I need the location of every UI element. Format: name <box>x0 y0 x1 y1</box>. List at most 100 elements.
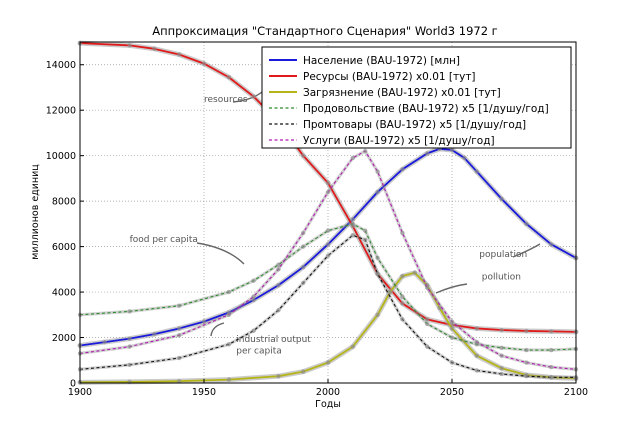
data-point <box>449 147 455 153</box>
annotation-label: population <box>479 250 527 260</box>
data-point <box>350 344 355 349</box>
y-tick-label: 8000 <box>52 197 76 208</box>
data-point <box>127 344 132 349</box>
data-point <box>363 228 368 233</box>
data-point <box>251 94 256 99</box>
data-point <box>474 326 479 331</box>
data-point <box>499 345 504 350</box>
data-point <box>127 336 132 341</box>
legend-label: Продовольствие (BAU-1972) x5 [1/душу/год… <box>303 103 549 115</box>
y-tick-label: 2000 <box>52 333 76 344</box>
data-point <box>251 328 256 333</box>
data-point <box>127 43 132 48</box>
data-point <box>350 233 355 238</box>
annotation-arrow <box>512 243 541 258</box>
y-tick-label: 0 <box>70 379 76 390</box>
x-tick-label: 2050 <box>440 387 464 398</box>
data-point <box>499 196 504 202</box>
data-point <box>363 148 368 154</box>
data-point <box>524 347 529 353</box>
data-point <box>301 153 306 158</box>
data-point <box>177 378 182 384</box>
data-point <box>549 375 554 380</box>
x-tick-label: 1950 <box>192 387 216 398</box>
y-tick-label: 4000 <box>52 288 76 299</box>
chart-title: Аппроксимация "Стандартного Сценария" Wo… <box>152 24 497 38</box>
data-point <box>499 353 504 358</box>
data-point <box>350 155 355 161</box>
data-point <box>375 169 380 174</box>
annotation-arrow <box>435 283 468 294</box>
data-point <box>325 242 331 247</box>
data-point <box>226 377 231 382</box>
data-point <box>524 328 529 334</box>
data-point <box>301 244 306 249</box>
data-point <box>474 339 479 345</box>
data-point <box>301 264 306 270</box>
data-point <box>524 360 529 365</box>
data-point <box>226 312 231 317</box>
x-tick-label: 2000 <box>316 387 340 398</box>
data-point <box>177 355 182 361</box>
series-line <box>79 271 577 384</box>
data-point <box>152 331 157 337</box>
data-point <box>499 366 504 371</box>
data-point <box>177 326 182 331</box>
data-point <box>549 364 554 370</box>
data-point <box>325 228 331 233</box>
data-point <box>400 230 405 236</box>
data-point <box>425 344 430 349</box>
legend-label: Население (BAU-1972) [млн] <box>303 55 460 67</box>
y-tick-label: 6000 <box>52 242 76 253</box>
legend: Население (BAU-1972) [млн] Ресурсы (BAU-1… <box>261 46 572 149</box>
data-point <box>425 321 430 327</box>
data-point <box>549 242 554 247</box>
data-point <box>400 273 405 279</box>
data-point <box>301 280 306 286</box>
data-point <box>425 285 430 290</box>
data-point <box>549 347 554 353</box>
data-point <box>127 362 132 368</box>
data-point <box>301 230 306 236</box>
data-point <box>449 319 455 324</box>
series-lines <box>77 40 579 385</box>
data-point <box>425 151 430 156</box>
data-point <box>524 221 529 227</box>
legend-label: Промтовары (BAU-1972) x5 [1/душу/год] <box>303 119 526 131</box>
data-point <box>350 221 355 227</box>
annotation-arrow <box>210 322 225 337</box>
data-point <box>449 360 455 365</box>
x-tick-label: 2100 <box>564 387 588 398</box>
data-point <box>387 289 393 295</box>
annotation-arrow <box>196 242 245 265</box>
data-point <box>474 169 479 174</box>
data-point <box>325 360 331 365</box>
data-point <box>276 267 281 272</box>
data-point <box>400 167 405 172</box>
series-line <box>79 42 577 333</box>
data-point <box>425 317 430 322</box>
data-point <box>325 253 331 258</box>
annotation-label: industrial output <box>236 335 311 345</box>
data-point <box>462 155 467 161</box>
data-point <box>375 189 380 195</box>
data-point <box>474 368 479 373</box>
data-point <box>201 319 207 324</box>
data-point <box>449 335 455 340</box>
data-point <box>474 353 479 358</box>
data-point <box>226 289 231 295</box>
annotation-label: pollution <box>482 273 521 283</box>
y-axis-label: миллионов единиц <box>30 164 41 260</box>
data-point <box>102 339 108 345</box>
legend-label: Ресурсы (BAU-1972) x0.01 [тут] <box>303 71 476 83</box>
data-point <box>251 278 256 283</box>
y-tick-label: 12000 <box>46 106 76 117</box>
data-point <box>375 255 380 261</box>
y-tick-label: 14000 <box>46 60 76 71</box>
data-point <box>177 303 182 308</box>
y-tick-label: 10000 <box>46 151 76 162</box>
annotation-label: food per capita <box>130 235 198 245</box>
x-tick-label: 1900 <box>68 387 92 398</box>
data-point <box>177 52 182 57</box>
